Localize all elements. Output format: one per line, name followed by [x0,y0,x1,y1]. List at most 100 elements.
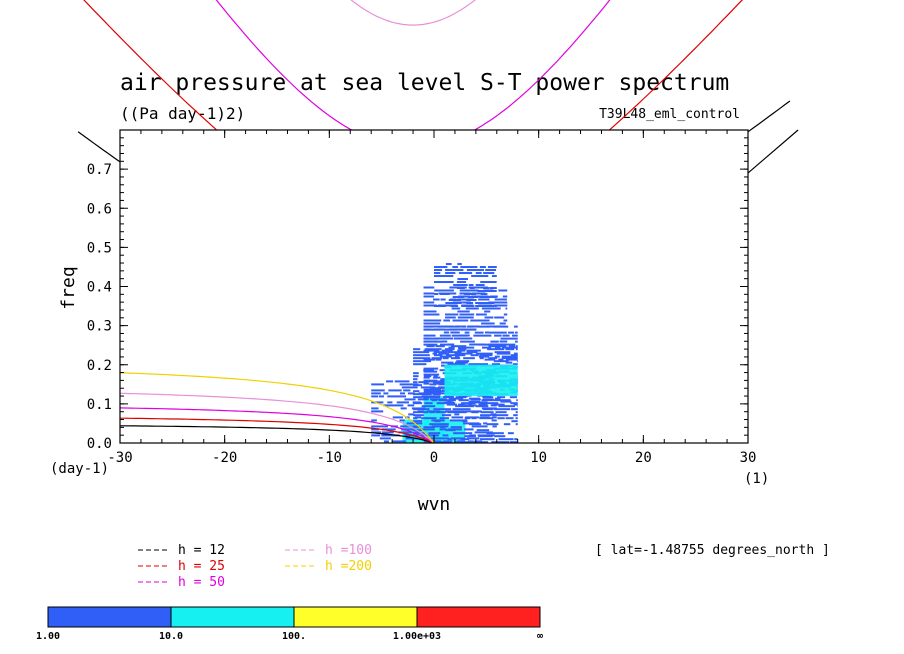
spectral-cell [493,304,508,307]
spectral-cell [498,358,504,361]
spectral-cell [423,286,435,289]
spectral-cell [435,345,445,348]
spectral-cell [451,307,461,310]
dispersion-curves [120,372,435,443]
spectral-cell [481,399,493,402]
spectral-cell [445,354,466,357]
spectral-cell [505,417,514,420]
spectral-cell [413,426,421,429]
spectral-cell [503,313,508,316]
spectral-cell [435,411,447,414]
spectral-cell [509,441,518,443]
spectral-cell [423,426,436,429]
spectral-cell [480,293,488,296]
spectral-cell [448,397,464,400]
spectral-cell [413,408,430,411]
spectral-cell [413,432,426,435]
spectral-cell [433,354,443,357]
spectral-cell [434,272,441,275]
spectral-cell [468,400,481,403]
spectral-cell [382,428,396,431]
spectral-cell [448,346,455,349]
spectral-cell [515,417,518,420]
spectral-cell [505,348,515,351]
spectral-cell [515,331,518,334]
spectral-cell [439,417,450,420]
y-tick-label: 0.1 [87,397,112,413]
spectral-cell [479,296,497,299]
spectral-cell [453,284,468,287]
spectral-cell [420,434,439,437]
spectral-cell [457,349,466,352]
spectral-cell [455,355,460,358]
spectral-cell [432,352,438,355]
legend-label: h =200 [325,559,372,574]
spectral-cell [439,334,451,337]
spectral-cell [466,349,481,352]
spectral-cell [452,266,459,269]
spectral-cell [450,305,459,308]
spectral-cell [459,334,470,337]
spectral-cell [496,352,511,355]
spectral-cell [468,423,482,426]
spectral-cell [494,346,501,349]
spectral-cell [494,316,505,319]
spectral-cell [394,380,410,383]
spectral-cell [473,441,489,443]
spectral-cell [481,307,501,310]
spectral-cell [465,307,479,310]
spectral-cell [443,319,451,322]
spectral-cell [403,389,411,392]
spectral-cell [383,404,404,407]
spectral-cell [463,293,477,296]
spectral-cell [494,351,511,354]
spectral-cell [441,414,452,417]
spectral-cell [432,393,441,396]
x-tick-label: -20 [212,450,237,466]
y-tick-label: 0.2 [87,358,112,374]
spectral-cell [447,411,467,414]
spectral-cell [469,328,477,331]
spectral-cell [505,358,518,361]
x-tick-label: -30 [107,450,132,466]
spectral-cell [399,383,419,386]
spectral-cell [488,343,508,346]
spectral-cell [433,375,438,378]
spectral-cell [509,396,518,399]
spectral-cell [491,419,497,422]
spectral-cell [379,437,391,440]
spectral-cell [413,378,418,381]
spectral-cell [378,395,384,398]
y-unit-label: (day-1) [50,461,109,477]
spectral-cell [468,284,474,287]
spectral-cell [387,395,407,398]
spectral-cell [423,369,434,372]
spectral-cell [407,392,415,395]
spectral-cell [475,305,495,308]
spectral-cell [482,396,494,399]
spectral-cell [458,348,467,351]
spectral-cell [413,381,418,384]
spectral-cell [450,426,462,429]
spectral-cell [371,401,384,404]
spectral-cell [440,293,450,296]
spectral-cell [436,402,456,405]
spectral-cell [494,305,497,308]
spectral-cell [468,363,488,366]
spectral-cell [488,357,498,360]
colorbar-label: 1.00e+03 [393,631,441,642]
spectral-cell [450,331,460,334]
spectral-cell [404,398,416,401]
spectral-cell [407,404,415,407]
spectral-cell [371,410,384,413]
spectral-cell [454,441,471,443]
spectral-cell [478,403,488,406]
spectral-cell [398,431,413,434]
spectral-cell [457,278,468,281]
colorbar-segment [47,606,172,628]
spectral-cell [434,289,454,292]
spectral-cell [371,419,377,422]
spectral-cell [479,354,493,357]
spectral-cell [423,340,438,343]
y-tick-label: 0.6 [87,201,112,217]
